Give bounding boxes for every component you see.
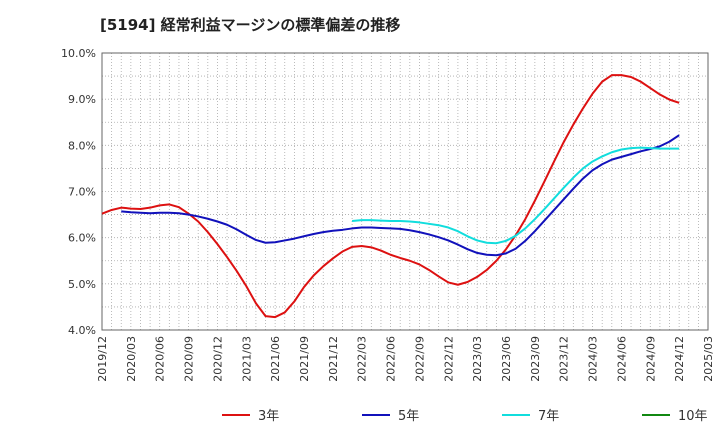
x-tick-label: 2023/09 bbox=[529, 336, 542, 382]
x-tick-label: 2023/03 bbox=[471, 336, 484, 382]
x-tick-label: 2024/03 bbox=[587, 336, 600, 382]
x-tick-label: 2020/09 bbox=[183, 336, 196, 382]
y-tick-label: 4.0% bbox=[68, 324, 96, 337]
x-tick-label: 2021/06 bbox=[269, 336, 282, 382]
y-tick-label: 6.0% bbox=[68, 232, 96, 245]
chart-title: [5194] 経常利益マージンの標準偏差の推移 bbox=[100, 16, 401, 34]
series-line-3年 bbox=[101, 74, 680, 319]
legend-label: 5年 bbox=[398, 409, 419, 424]
x-tick-label: 2022/12 bbox=[442, 336, 455, 382]
x-tick-label: 2025/03 bbox=[702, 336, 715, 382]
x-tick-label: 2022/09 bbox=[413, 336, 426, 382]
x-tick-label: 2020/03 bbox=[125, 336, 138, 382]
x-axis-ticks: 2019/12 2020/03 2020/06 2020/09 2020/12 2021/… bbox=[96, 336, 715, 382]
x-tick-label: 2021/09 bbox=[298, 336, 311, 382]
x-tick-label: 2021/03 bbox=[240, 336, 253, 382]
x-tick-label: 2024/06 bbox=[615, 336, 628, 382]
legend-label: 3年 bbox=[258, 409, 279, 424]
y-tick-label: 10.0% bbox=[61, 47, 96, 60]
legend: 3年 5年 7年 10年 bbox=[222, 409, 708, 424]
legend-label: 10年 bbox=[678, 409, 708, 424]
x-tick-label: 2020/12 bbox=[211, 336, 224, 382]
series-line-5年 bbox=[121, 134, 680, 257]
x-tick-label: 2023/06 bbox=[500, 336, 513, 382]
x-tick-label: 2022/03 bbox=[356, 336, 369, 382]
x-tick-label: 2023/12 bbox=[558, 336, 571, 382]
legend-label: 7年 bbox=[538, 409, 559, 424]
x-tick-label: 2019/12 bbox=[96, 336, 109, 382]
x-tick-label: 2020/06 bbox=[154, 336, 167, 382]
y-axis-ticks: 4.0% 5.0% 6.0% 7.0% 8.0% 9.0% 10.0% bbox=[61, 47, 96, 337]
x-tick-label: 2024/12 bbox=[673, 336, 686, 382]
x-tick-label: 2022/06 bbox=[385, 336, 398, 382]
y-tick-label: 8.0% bbox=[68, 139, 96, 152]
plot-area-frame bbox=[101, 52, 709, 331]
y-tick-label: 5.0% bbox=[68, 278, 96, 291]
x-tick-label: 2021/12 bbox=[327, 336, 340, 382]
x-tick-label: 2024/09 bbox=[644, 336, 657, 382]
series-lines bbox=[101, 74, 680, 319]
series-line-7年 bbox=[352, 146, 680, 245]
y-tick-label: 7.0% bbox=[68, 186, 96, 199]
grid-lines bbox=[101, 52, 709, 331]
y-tick-label: 9.0% bbox=[68, 93, 96, 106]
